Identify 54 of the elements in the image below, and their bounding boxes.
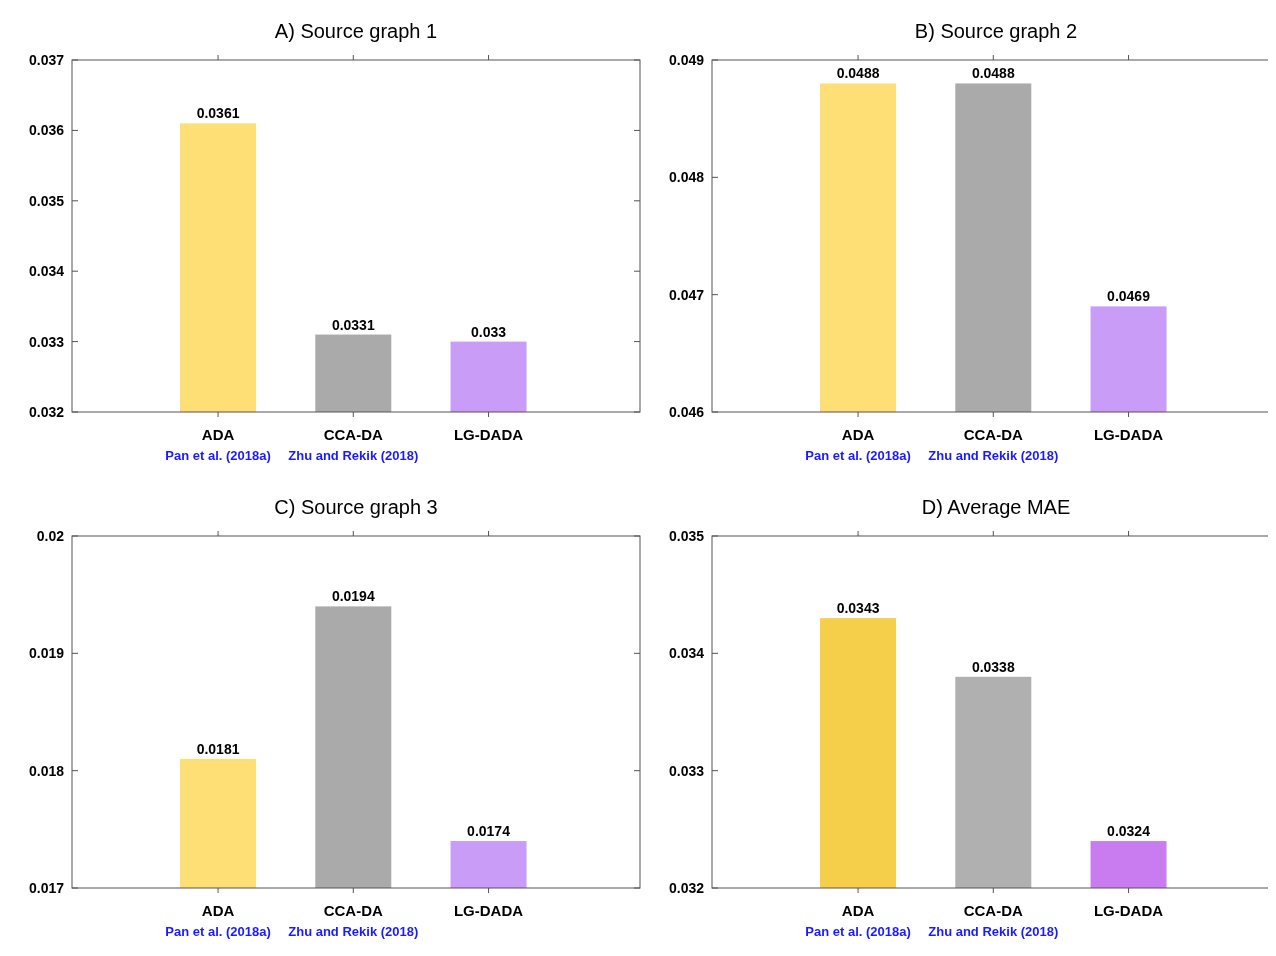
x-tick-label: CCA-DA bbox=[963, 426, 1024, 443]
text: Pan et al. (2018a) bbox=[165, 448, 271, 463]
y-tick-label: 0.046 bbox=[668, 404, 705, 420]
chart-title: D) Average MAE bbox=[921, 496, 1071, 518]
x-tick-label: ADA bbox=[201, 902, 235, 919]
y-tick-label: 0.032 bbox=[668, 880, 705, 896]
data-label: 0.0343 bbox=[836, 600, 880, 617]
text: Pan et al. (2018a) bbox=[165, 924, 271, 939]
data-label: 0.0174 bbox=[467, 823, 511, 840]
y-tick-label: 0.036 bbox=[28, 122, 65, 139]
y-tick-label: 0.035 bbox=[28, 192, 65, 209]
data-label: 0.0488 bbox=[971, 65, 1015, 82]
data-label: 0.0181 bbox=[196, 740, 240, 757]
x-tick-label: ADA bbox=[201, 426, 235, 443]
x-tick-label: ADA bbox=[841, 426, 875, 443]
y-tick-label: 0.034 bbox=[668, 645, 705, 662]
y-tick-label: 0.034 bbox=[28, 263, 65, 280]
y-tick-label: 0.017 bbox=[28, 880, 65, 896]
data-label: 0.0331 bbox=[331, 316, 375, 333]
y-tick-label: 0.048 bbox=[668, 169, 705, 186]
x-tick-label: CCA-DA bbox=[323, 426, 384, 443]
data-label: 0.0469 bbox=[1107, 288, 1151, 305]
y-tick-label: 0.037 bbox=[28, 52, 65, 68]
y-tick-label: 0.032 bbox=[28, 404, 65, 420]
x-tick-label: LG-DADA bbox=[453, 426, 524, 443]
chart-title: A) Source graph 1 bbox=[274, 20, 438, 42]
y-tick-label: 0.033 bbox=[28, 333, 65, 350]
x-tick-label: LG-DADA bbox=[1093, 426, 1164, 443]
chart-title: B) Source graph 2 bbox=[914, 20, 1078, 42]
data-label: 0.0361 bbox=[196, 105, 240, 122]
y-tick-label: 0.018 bbox=[28, 762, 65, 779]
x-tick-label: LG-DADA bbox=[453, 902, 524, 919]
y-tick-label: 0.035 bbox=[668, 528, 705, 544]
y-tick-label: 0.02 bbox=[36, 528, 65, 544]
y-tick-label: 0.019 bbox=[28, 645, 65, 662]
text: Zhu and Rekik (2018) bbox=[288, 924, 419, 939]
data-label: 0.0324 bbox=[1107, 823, 1151, 840]
text: Zhu and Rekik (2018) bbox=[928, 448, 1059, 463]
x-tick-label: CCA-DA bbox=[323, 902, 384, 919]
data-label: 0.0338 bbox=[971, 658, 1015, 675]
text: Zhu and Rekik (2018) bbox=[288, 448, 419, 463]
text: Pan et al. (2018a) bbox=[805, 448, 911, 463]
y-tick-label: 0.033 bbox=[668, 762, 705, 779]
x-tick-label: CCA-DA bbox=[963, 902, 1024, 919]
data-label: 0.0194 bbox=[331, 588, 375, 605]
data-label: 0.0488 bbox=[836, 65, 880, 82]
y-tick-label: 0.047 bbox=[668, 286, 705, 303]
text: Pan et al. (2018a) bbox=[805, 924, 911, 939]
chart-title: C) Source graph 3 bbox=[274, 496, 438, 518]
y-tick-label: 0.049 bbox=[668, 52, 705, 68]
x-tick-label: LG-DADA bbox=[1093, 902, 1164, 919]
data-label: 0.033 bbox=[471, 323, 507, 340]
x-tick-label: ADA bbox=[841, 902, 875, 919]
text: Zhu and Rekik (2018) bbox=[928, 924, 1059, 939]
